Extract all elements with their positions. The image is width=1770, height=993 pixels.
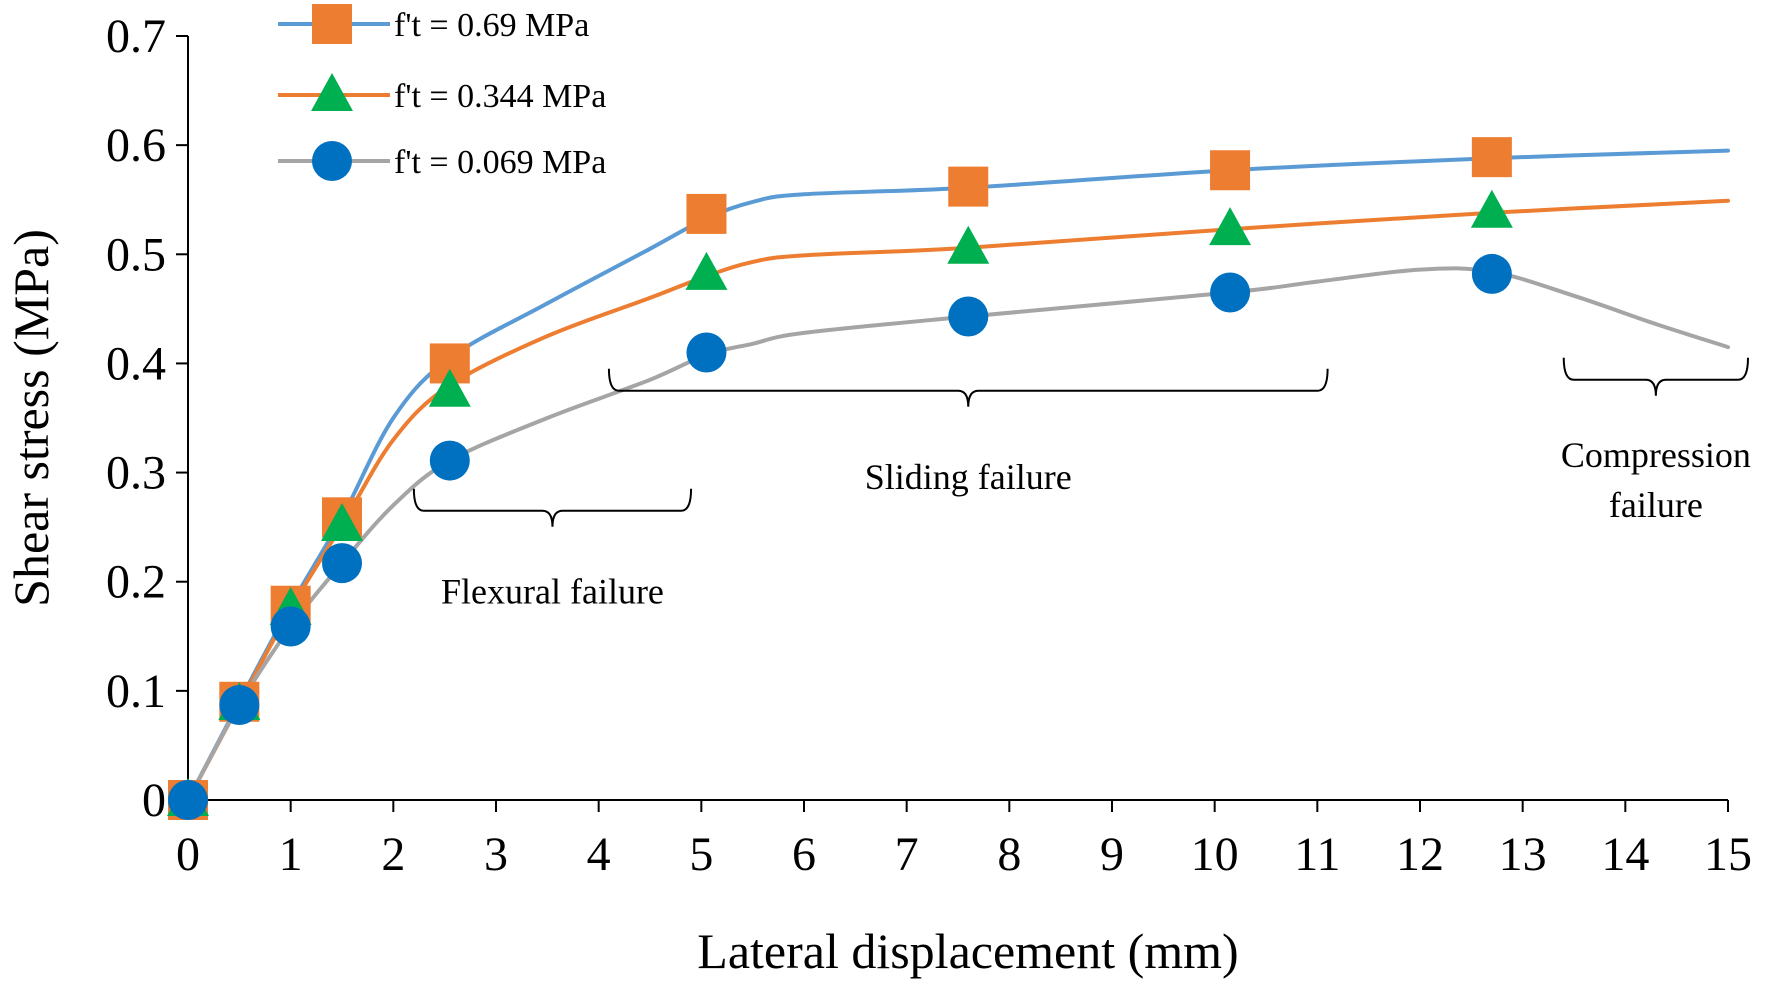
data-point-triangle	[1209, 207, 1252, 246]
data-point-circle	[219, 685, 260, 726]
data-point-circle	[168, 780, 208, 820]
y-axis-title: Shear stress (MPa)	[3, 229, 59, 607]
data-point-square	[1471, 137, 1512, 178]
legend-marker-circle	[312, 141, 352, 181]
x-axis-ticks: 0 1 2 3 4 5 6 7 8 9 10 11 12 13 14 15	[176, 800, 1752, 881]
data-point-triangle	[1470, 189, 1513, 228]
data-point-square	[1210, 150, 1251, 191]
legend-label: f't = 0.069 MPa	[394, 144, 606, 181]
series-line-2	[186, 266, 1730, 802]
data-point-triangle	[947, 225, 990, 264]
bracket-sliding	[607, 368, 1329, 407]
bracket-flexural	[412, 488, 693, 527]
data-point-circle	[270, 606, 311, 647]
data-point-square	[686, 193, 727, 234]
legend-marker-square	[312, 4, 352, 44]
y-tick-label: 0.5	[106, 228, 166, 281]
annotations: Flexural failure Sliding failure Compressi…	[412, 357, 1751, 612]
legend-label: f't = 0.344 MPa	[394, 78, 606, 115]
data-point-triangle	[428, 368, 471, 407]
data-point-triangle	[685, 251, 728, 290]
y-tick-label: 0	[142, 774, 166, 827]
x-tick-label: 11	[1294, 828, 1340, 881]
x-tick-label: 14	[1601, 828, 1649, 881]
x-tick-label: 8	[997, 828, 1021, 881]
legend: f't = 0.69 MPa f't = 0.344 MPa f't = 0.069…	[278, 4, 606, 181]
data-point-circle	[1210, 272, 1251, 313]
x-tick-label: 3	[484, 828, 508, 881]
y-tick-label: 0.7	[106, 10, 166, 63]
y-tick-label: 0.4	[106, 337, 166, 390]
y-tick-label: 0.6	[106, 119, 166, 172]
x-tick-label: 5	[689, 828, 713, 881]
y-tick-label: 0.2	[106, 556, 166, 609]
x-tick-label: 2	[381, 828, 405, 881]
series-markers	[167, 137, 1513, 820]
axes	[187, 36, 1728, 801]
data-point-circle	[1471, 253, 1512, 294]
series-line-0	[186, 148, 1730, 802]
x-tick-label: 4	[587, 828, 611, 881]
annotation-flexural-label: Flexural failure	[441, 572, 664, 612]
legend-marker-triangle	[311, 73, 353, 111]
annotation-compression-label: Compression failure	[1561, 435, 1751, 525]
data-point-circle	[686, 332, 727, 373]
data-point-circle	[948, 296, 989, 337]
bracket-compression	[1562, 357, 1749, 396]
y-axis-ticks: 0 0.1 0.2 0.3 0.4 0.5 0.6 0.7	[106, 10, 188, 827]
x-tick-label: 7	[895, 828, 919, 881]
data-point-circle	[322, 543, 362, 584]
x-tick-label: 1	[279, 828, 303, 881]
x-tick-label: 6	[792, 828, 816, 881]
legend-label: f't = 0.69 MPa	[394, 7, 589, 44]
y-tick-label: 0.1	[106, 665, 166, 718]
x-axis-title: Lateral displacement (mm)	[697, 923, 1238, 979]
x-tick-label: 15	[1704, 828, 1752, 881]
x-tick-label: 9	[1100, 828, 1124, 881]
x-tick-label: 0	[176, 828, 200, 881]
x-tick-label: 13	[1499, 828, 1547, 881]
data-point-triangle	[321, 502, 363, 541]
data-point-circle	[429, 440, 470, 481]
x-tick-label: 10	[1191, 828, 1239, 881]
y-tick-label: 0.3	[106, 447, 166, 500]
x-tick-label: 12	[1396, 828, 1444, 881]
data-point-square	[948, 166, 989, 207]
annotation-sliding-label: Sliding failure	[865, 457, 1072, 497]
